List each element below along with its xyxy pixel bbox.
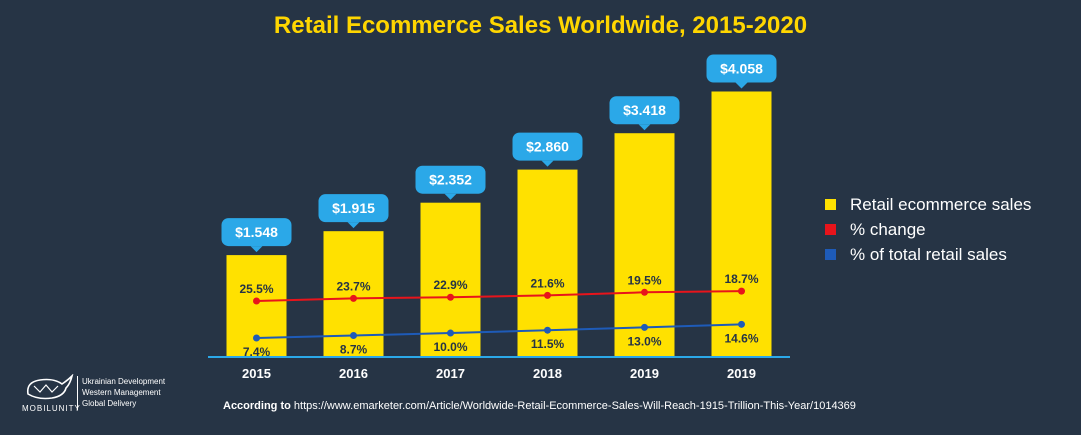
data-label-percent-change: 18.7%	[724, 272, 758, 286]
value-label-pointer	[638, 124, 651, 131]
value-label-bubble	[706, 54, 777, 83]
point-percent-total	[350, 332, 357, 340]
bar	[517, 169, 578, 356]
company-logo: MOBILUNITY Ukrainian Development Western…	[22, 374, 202, 414]
legend-label: % of total retail sales	[850, 244, 1007, 264]
legend-swatch-blue	[825, 249, 836, 260]
x-tick-label: 2019	[727, 366, 756, 381]
legend-swatch-red	[825, 224, 836, 235]
logo-tagline-line: Western Management	[82, 388, 161, 397]
point-percent-change	[641, 288, 648, 296]
value-label: $2.352	[429, 172, 472, 188]
legend-label: Retail ecommerce sales	[850, 194, 1032, 214]
value-label: $3.418	[623, 102, 666, 118]
point-percent-change	[350, 294, 357, 302]
point-percent-change	[544, 291, 551, 299]
value-label-bubble	[221, 218, 292, 247]
value-label-pointer	[541, 160, 554, 167]
legend-label: % change	[850, 219, 926, 239]
point-percent-total	[641, 323, 648, 331]
data-label-percent-total: 7.4%	[243, 345, 271, 359]
point-percent-total	[447, 329, 454, 337]
line-percent-change	[256, 290, 742, 302]
source-note: According to https://www.emarketer.com/A…	[223, 400, 856, 412]
line-percent-total	[256, 323, 742, 339]
x-tick-label: 2017	[436, 366, 465, 381]
logo-divider	[77, 376, 78, 410]
data-label-percent-total: 11.5%	[531, 337, 565, 351]
data-label-percent-change: 25.5%	[239, 282, 273, 296]
chart-title: Retail Ecommerce Sales Worldwide, 2015-2…	[273, 12, 808, 39]
data-label-percent-change: 19.5%	[627, 273, 661, 287]
value-label-bubble	[318, 194, 389, 223]
source-prefix: According to	[223, 400, 291, 412]
data-label-percent-total: 13.0%	[627, 334, 661, 348]
data-label-percent-total: 10.0%	[433, 340, 467, 354]
point-percent-total	[253, 334, 260, 342]
logo-tagline-line: Global Delivery	[82, 399, 137, 408]
data-label-percent-change: 22.9%	[433, 278, 467, 292]
point-percent-total	[544, 326, 551, 334]
logo-tagline: Ukrainian Development Western Management…	[82, 376, 165, 409]
value-label-pointer	[735, 82, 748, 89]
whale-icon	[26, 374, 74, 400]
logo-tagline-line: Ukrainian Development	[82, 377, 166, 386]
x-tick-label: 2018	[533, 366, 562, 381]
legend: Retail ecommerce sales % change % of tot…	[825, 192, 1031, 267]
value-label-pointer	[347, 222, 360, 229]
data-label-percent-change: 23.7%	[336, 279, 370, 293]
value-label: $1.548	[235, 224, 278, 240]
x-tick-label: 2019	[630, 366, 659, 381]
legend-swatch-yellow	[825, 199, 836, 210]
bar	[614, 133, 675, 356]
value-label-pointer	[250, 246, 263, 253]
legend-item-percent-total: % of total retail sales	[825, 242, 1031, 267]
value-label-pointer	[444, 193, 457, 200]
value-label-bubble	[512, 132, 583, 161]
x-tick-label: 2015	[242, 366, 271, 381]
value-label: $2.860	[526, 139, 569, 155]
bar	[711, 91, 772, 356]
data-label-percent-total: 8.7%	[340, 343, 368, 357]
legend-item-percent-change: % change	[825, 217, 1031, 242]
point-percent-change	[738, 287, 745, 295]
point-percent-change	[253, 297, 260, 305]
data-label-percent-change: 21.6%	[530, 276, 564, 290]
logo-name: MOBILUNITY	[22, 404, 81, 413]
value-label: $4.058	[720, 60, 763, 76]
data-label-percent-total: 14.6%	[724, 331, 758, 345]
value-label-bubble	[609, 96, 680, 125]
value-label: $1.915	[332, 200, 375, 216]
point-percent-change	[447, 293, 454, 301]
point-percent-total	[738, 320, 745, 328]
x-tick-label: 2016	[339, 366, 368, 381]
source-url: https://www.emarketer.com/Article/Worldw…	[293, 400, 856, 412]
legend-item-retail-sales: Retail ecommerce sales	[825, 192, 1031, 217]
value-label-bubble	[415, 165, 486, 194]
